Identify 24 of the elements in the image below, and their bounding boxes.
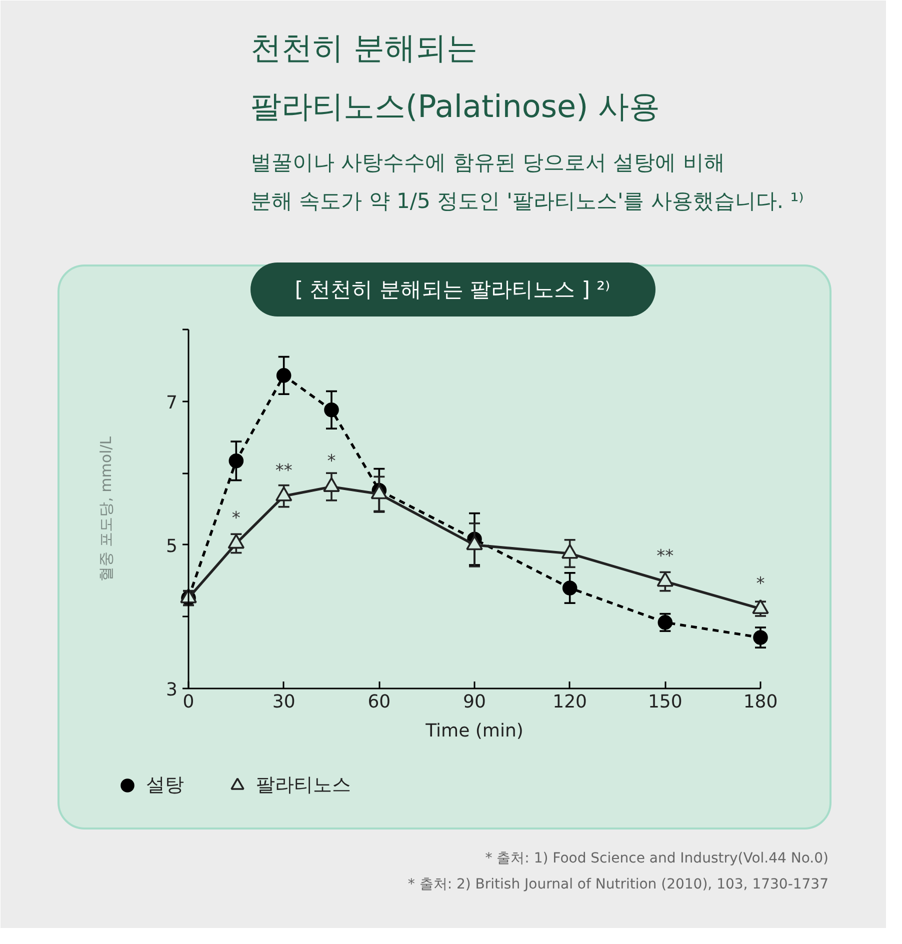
x-tick-label: 0 — [182, 692, 194, 712]
annotation: * — [232, 508, 240, 528]
annotation: * — [327, 452, 336, 472]
x-tick-label: 180 — [743, 692, 778, 712]
text: * 출처: 1) Food Science and Industry(Vol.44 No.0) — [485, 850, 829, 866]
x-tick-label: 150 — [648, 692, 682, 712]
x-tick-label: 90 — [463, 692, 486, 712]
annotation: * — [756, 574, 765, 594]
legend-label: 설탕 — [146, 773, 184, 798]
text: * 출처: 2) British Journal of Nutrition (2010), 103, 1730-1737 — [408, 876, 829, 892]
annotation: ** — [656, 546, 674, 567]
legend-label: 팔라티노스 — [256, 773, 351, 798]
x-tick-label: 30 — [272, 692, 296, 712]
y-tick-label: 7 — [166, 392, 178, 414]
y-tick-label: 3 — [166, 680, 178, 700]
x-tick-label: 60 — [368, 692, 391, 712]
x-tick-label: 120 — [552, 692, 588, 712]
chart-subtitle: 벌꿀이나 사탕수수에 함유된 당으로서 설탕에 비해 분해 속도가 약 1/5 정도인 '팔라티노스'를 사용했습니다. ¹⁾ — [250, 150, 804, 213]
text: [ 천천히 분해되는 팔라티노스 ] ²⁾ — [294, 278, 610, 302]
x-axis-title: Time (min) — [424, 720, 524, 742]
chart-title: 천천히 분해되는 팔라티노스(Palatinose) 사용 — [250, 30, 660, 125]
y-axis-title: 혈중 포도당, mmol/L — [97, 436, 116, 582]
y-tick-label: 5 — [166, 536, 178, 557]
annotation: ** — [275, 461, 292, 482]
